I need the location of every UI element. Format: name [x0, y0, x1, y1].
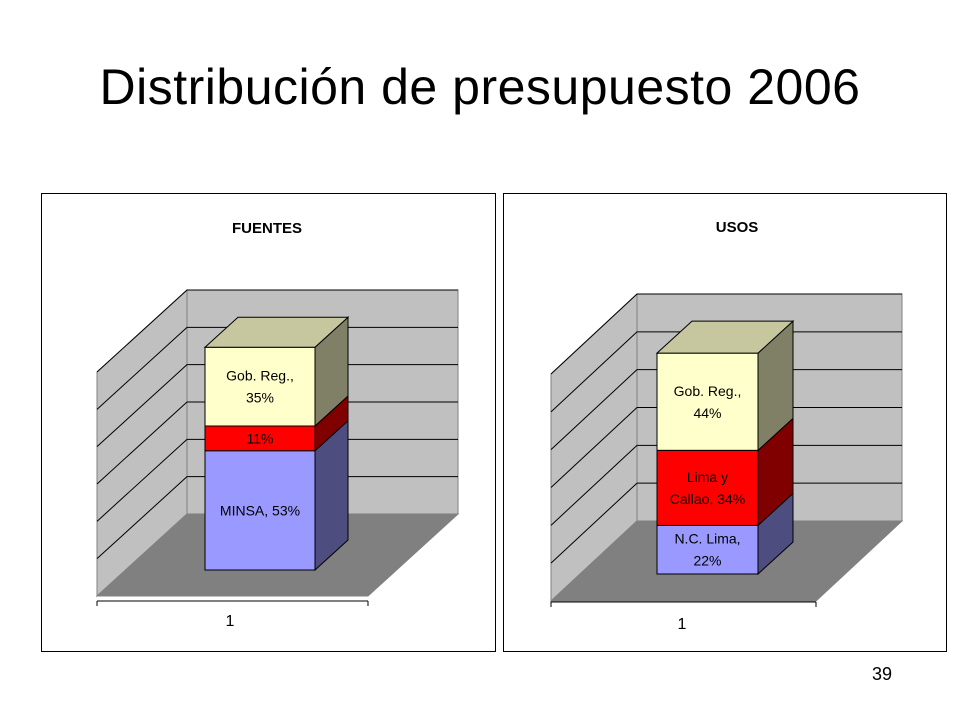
usos-bar-top: [655, 320, 795, 354]
usos-gridline: [550, 444, 902, 526]
fuentes-gridline: [96, 326, 458, 410]
fuentes-gridline: [96, 289, 458, 373]
usos-data-label: 44%: [693, 405, 721, 421]
usos-title: USOS: [716, 219, 759, 236]
fuentes-bar-segment: [204, 425, 316, 452]
fuentes-data-label: Gob. Reg.,: [226, 368, 294, 384]
usos-data-label: Callao, 34%: [670, 491, 746, 507]
fuentes-data-label: 11%: [247, 430, 274, 446]
slide-title: Distribución de presupuesto 2006: [99, 59, 861, 115]
chart-usos: USOS 1 N.C. Lima, 22% Lima y Callao, 34% Gob. …: [503, 193, 947, 652]
usos-data-label: Gob. Reg.,: [674, 383, 742, 399]
usos-data-label: 22%: [693, 553, 721, 569]
fuentes-gridline: [96, 401, 458, 485]
chart-usos-svg: USOS 1 N.C. Lima, 22% Lima y Callao, 34% Gob. …: [549, 219, 904, 633]
usos-bar-segment: [656, 449, 759, 526]
usos-data-label: N.C. Lima,: [674, 531, 740, 547]
usos-gridline: [550, 369, 902, 451]
fuentes-gridline: [96, 364, 458, 448]
fuentes-bar-segment: [204, 450, 316, 571]
page-number: 39: [872, 664, 893, 684]
chart-fuentes: FUENTES 1 MINSA, 53% 11% Gob. Reg., 35%: [41, 193, 496, 652]
usos-x-tick-label: 1: [678, 616, 687, 633]
chart-fuentes-svg: FUENTES 1 MINSA, 53% 11% Gob. Reg., 35%: [95, 220, 460, 630]
fuentes-data-label: MINSA, 53%: [220, 502, 300, 518]
usos-gridline: [550, 482, 902, 564]
fuentes-data-label: 35%: [246, 390, 274, 406]
fuentes-title: FUENTES: [232, 220, 302, 237]
fuentes-bar-top: [203, 316, 350, 348]
usos-gridline: [550, 407, 902, 488]
fuentes-gridline: [96, 476, 458, 560]
fuentes-gridline: [96, 438, 458, 522]
usos-gridline: [550, 293, 902, 375]
usos-data-label: Lima y: [687, 469, 728, 485]
fuentes-x-tick-label: 1: [226, 613, 235, 630]
usos-bar-segment: [656, 352, 759, 451]
fuentes-bar-segment: [204, 346, 316, 427]
usos-gridline: [550, 331, 902, 413]
